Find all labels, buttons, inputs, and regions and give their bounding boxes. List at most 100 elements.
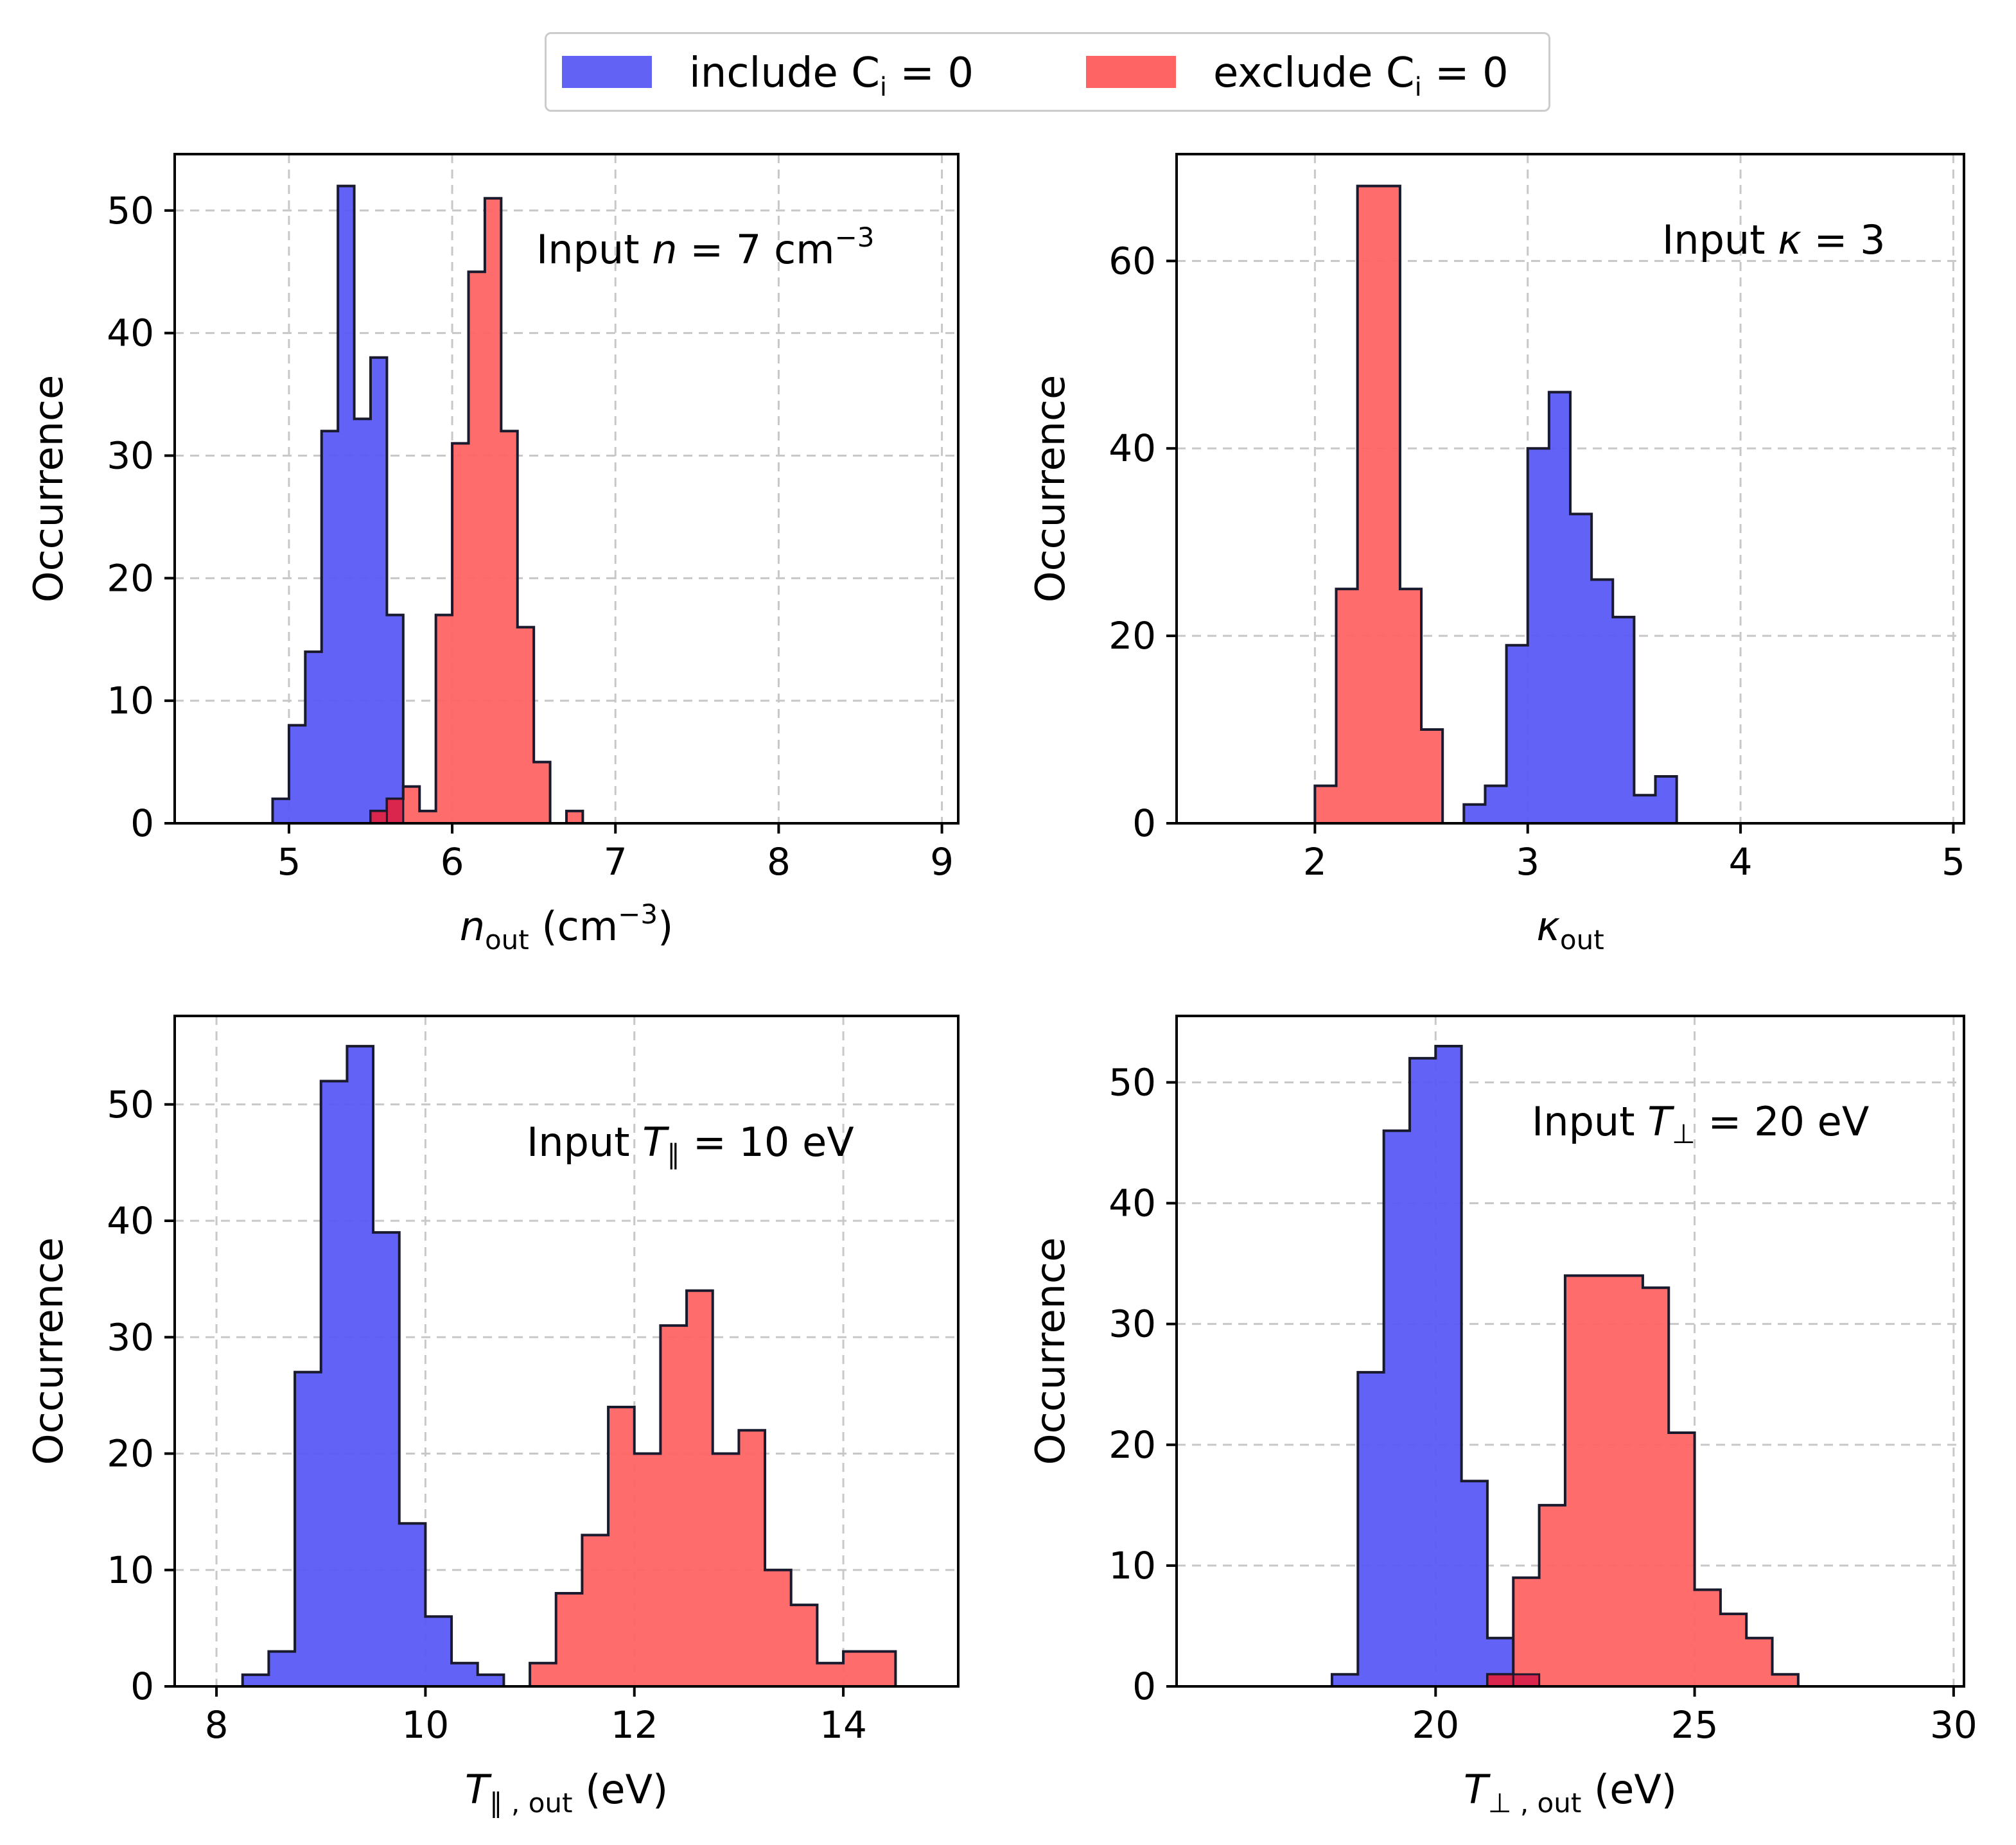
y-tick-label: 60 <box>1109 239 1156 283</box>
y-tick-label: 40 <box>1109 1182 1156 1225</box>
legend-include-sub: i <box>879 72 888 102</box>
y-tick-label: 10 <box>1109 1544 1156 1587</box>
x-axis-label-symbol: T <box>1464 1766 1491 1813</box>
x-axis-label-symbol: n <box>460 903 485 950</box>
annotation-prefix: Input <box>1532 1098 1647 1145</box>
annotation-variable-subscript: ∥ <box>667 1139 680 1170</box>
x-tick-label: 12 <box>611 1703 658 1747</box>
axes-frame <box>173 153 960 825</box>
y-tick-label: 0 <box>1132 801 1156 845</box>
histogram-exclude <box>529 1289 897 1686</box>
y-tick-label: 30 <box>107 433 154 477</box>
axes-frame <box>173 1015 960 1688</box>
annotation-value: = 10 eV <box>680 1119 854 1166</box>
legend-swatch-exclude <box>1086 56 1176 88</box>
legend-include-text: include C <box>689 49 880 97</box>
histogram-exclude <box>1486 1274 1800 1686</box>
annotation-variable-subscript: ⊥ <box>1672 1118 1696 1150</box>
y-tick-label: 0 <box>130 801 154 845</box>
histogram-overlap <box>1512 1673 1541 1686</box>
x-tick-label: 14 <box>820 1703 867 1747</box>
x-tick-label: 8 <box>205 1703 229 1747</box>
annotation-prefix: Input <box>536 226 652 273</box>
x-tick-label: 2 <box>1303 840 1327 884</box>
annotation-variable: T <box>1647 1098 1674 1145</box>
x-axis-label-subscript: out <box>1560 924 1604 956</box>
x-axis-label-unit: (cm <box>529 903 618 950</box>
x-axis-label-unit: (eV) <box>573 1766 669 1813</box>
x-tick-label: 3 <box>1516 840 1539 884</box>
annotation-superscript: −3 <box>835 222 875 253</box>
legend-label-include: include Ci = 0 <box>689 49 974 102</box>
legend-swatch-include <box>562 56 652 88</box>
y-tick-label: 20 <box>107 556 154 600</box>
panel-annotation: Input n = 7 cm−3 <box>536 222 874 273</box>
y-axis-label: Occurrence <box>1027 375 1074 602</box>
x-axis-label: κout <box>1536 903 1604 956</box>
x-tick-label: 25 <box>1671 1703 1719 1747</box>
annotation-prefix: Input <box>1662 216 1778 263</box>
histogram-layer <box>1330 1045 1800 1686</box>
x-axis-label-superscript: −3 <box>618 898 658 930</box>
x-axis-label-subscript: out <box>485 924 529 956</box>
x-tick-label: 30 <box>1930 1703 1977 1747</box>
y-tick-label: 20 <box>1109 614 1156 658</box>
histogram-include <box>241 1045 505 1686</box>
legend-exclude-tail: = 0 <box>1421 49 1509 97</box>
histogram-overlap <box>369 810 388 823</box>
histogram-include <box>1330 1045 1541 1686</box>
histogram-include <box>1462 390 1678 823</box>
axes-frame <box>1175 1015 1965 1688</box>
y-tick-label: 0 <box>130 1665 154 1708</box>
panel-annotation: Input κ = 3 <box>1662 216 1886 263</box>
legend-exclude-sub: i <box>1414 72 1422 102</box>
legend-label-exclude: exclude Ci = 0 <box>1213 49 1509 102</box>
y-tick-label: 40 <box>107 311 154 355</box>
x-axis-label-close: ) <box>658 903 673 950</box>
x-axis-label-symbol: κ <box>1536 903 1560 950</box>
x-tick-label: 20 <box>1412 1703 1459 1747</box>
y-tick-label: 10 <box>107 679 154 722</box>
histogram-overlap <box>1486 1673 1514 1686</box>
histogram-exclude <box>369 197 584 823</box>
axes-frame <box>1175 153 1965 825</box>
annotation-variable: κ <box>1778 216 1801 263</box>
x-tick-label: 5 <box>277 840 301 884</box>
legend-exclude-text: exclude C <box>1213 49 1415 97</box>
y-tick-label: 20 <box>1109 1423 1156 1467</box>
annotation-variable: n <box>652 226 677 273</box>
x-tick-label: 8 <box>767 840 791 884</box>
annotation-value: = 20 eV <box>1696 1098 1870 1145</box>
y-tick-label: 50 <box>107 189 154 232</box>
x-tick-label: 9 <box>930 840 954 884</box>
y-axis-label: Occurrence <box>25 1237 72 1465</box>
annotation-prefix: Input <box>527 1119 642 1166</box>
annotation-value: = 7 cm <box>678 226 835 273</box>
x-tick-label: 5 <box>1941 840 1965 884</box>
histogram-exclude <box>1313 184 1444 823</box>
y-tick-label: 0 <box>1132 1665 1156 1708</box>
y-axis-label: Occurrence <box>1027 1237 1074 1465</box>
panel-annotation: Input T∥ = 10 eV <box>527 1119 854 1170</box>
y-tick-label: 30 <box>107 1315 154 1359</box>
x-tick-label: 6 <box>441 840 464 884</box>
x-tick-label: 7 <box>604 840 627 884</box>
x-axis-label: T∥ , out (eV) <box>465 1766 668 1819</box>
x-axis-label-symbol: T <box>465 1766 492 1813</box>
histogram-overlap <box>385 798 405 823</box>
legend: include Ci = 0 exclude Ci = 0 <box>545 32 1550 112</box>
histogram-include <box>271 184 405 823</box>
x-axis-label-subscript: ⊥ , out <box>1488 1787 1581 1819</box>
x-tick-label: 4 <box>1729 840 1753 884</box>
x-axis-label: T⊥ , out (eV) <box>1464 1766 1677 1819</box>
histogram-layer <box>1313 184 1678 823</box>
y-tick-label: 50 <box>1109 1060 1156 1104</box>
y-tick-label: 40 <box>1109 426 1156 470</box>
y-tick-label: 50 <box>107 1083 154 1126</box>
y-axis-label: Occurrence <box>25 375 72 602</box>
histogram-layer <box>271 184 584 823</box>
x-axis-label-unit: (eV) <box>1581 1766 1677 1813</box>
